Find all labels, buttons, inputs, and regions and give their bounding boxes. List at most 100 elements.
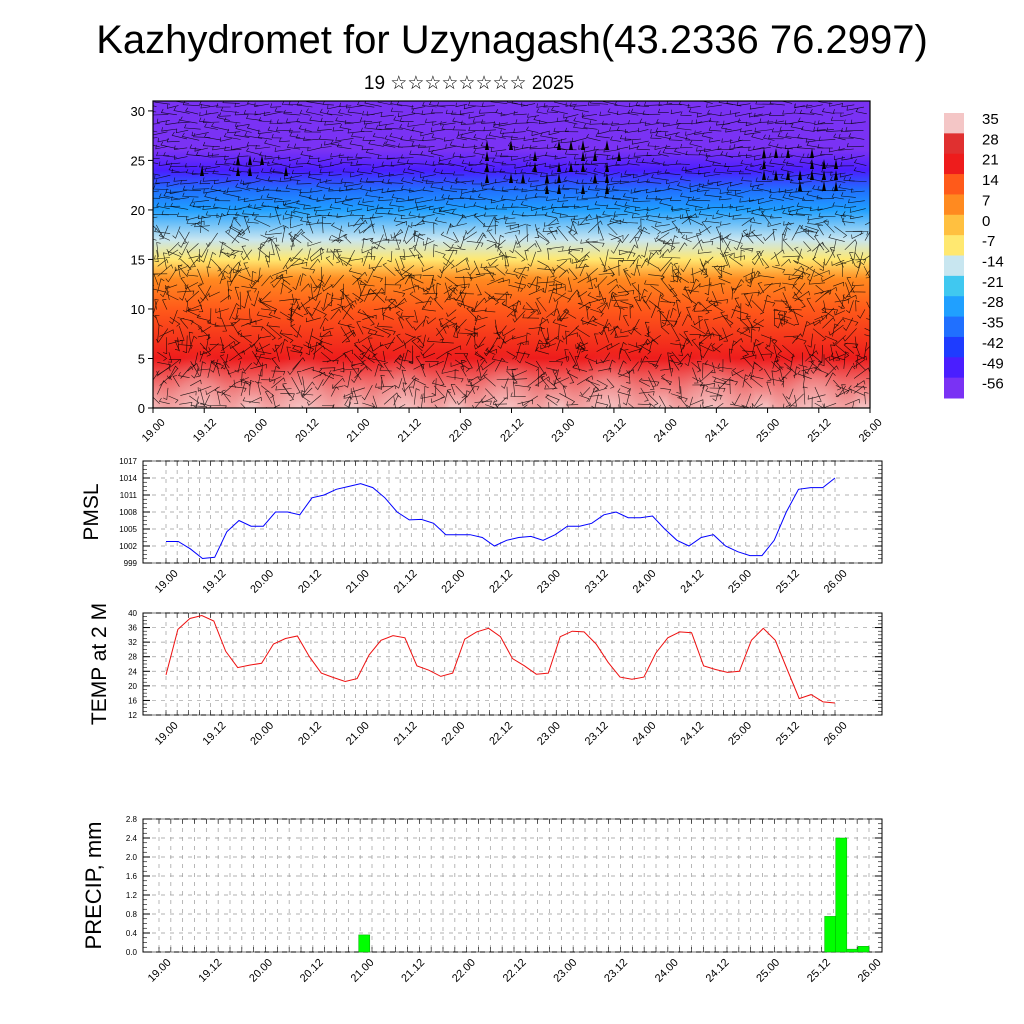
wind-barb: [292, 274, 301, 291]
wind-barb: [322, 359, 339, 365]
wind-barb: [788, 210, 806, 216]
wind-barb: [216, 103, 231, 108]
wind-barb: [221, 317, 228, 332]
wind-barb: [689, 183, 703, 188]
wind-barb: [802, 153, 813, 159]
wind-barb: [713, 314, 728, 320]
wind-barb: [161, 210, 178, 215]
wind-barb: [194, 147, 209, 152]
wind-barb: [327, 104, 342, 110]
wind-barb: [426, 276, 434, 291]
wind-barb: [817, 185, 836, 192]
wind-barb: [524, 250, 529, 261]
wind-pennant: [822, 159, 826, 169]
wind-barb: [347, 156, 363, 161]
wind-barb: [586, 205, 601, 210]
wind-barb: [372, 275, 383, 283]
wind-barb: [738, 151, 752, 156]
wind-barb: [290, 223, 304, 229]
wind-barb: [801, 126, 815, 132]
wind-barb: [866, 301, 870, 317]
wind-barb: [298, 191, 312, 199]
wind-barb: [336, 249, 344, 266]
wind-barb: [668, 359, 673, 377]
wind-barb: [258, 117, 273, 123]
wind-barb: [154, 249, 159, 263]
wind-barb: [330, 386, 340, 397]
wind-barb: [813, 270, 830, 277]
wind-barb: [743, 378, 753, 389]
wind-barb: [699, 225, 712, 234]
wind-barb: [548, 402, 550, 408]
wind-barb: [257, 133, 272, 140]
x-tick-label: 23.00: [551, 957, 579, 985]
wind-barb: [648, 274, 665, 281]
wind-barb: [676, 119, 693, 124]
wind-barb: [156, 366, 171, 377]
wind-barb: [769, 152, 784, 158]
wind-barb: [381, 188, 396, 194]
wind-barb: [785, 388, 794, 400]
wind-barb: [741, 291, 760, 297]
wind-barb: [422, 136, 437, 141]
wind-barb: [530, 182, 549, 188]
wind-barb: [610, 235, 624, 241]
wind-barb: [806, 174, 823, 182]
wind-barb: [771, 128, 783, 133]
wind-barb: [402, 168, 415, 175]
wind-barb: [679, 333, 691, 345]
wind-barb: [468, 161, 485, 166]
wind-barb: [654, 232, 670, 243]
wind-barb: [814, 314, 827, 321]
wind-barb: [660, 301, 676, 307]
wind-barb: [309, 275, 318, 289]
wind-barb: [247, 218, 259, 224]
wind-barb: [235, 211, 249, 217]
wind-barb: [845, 126, 864, 132]
wind-barb: [580, 239, 598, 244]
wind-barb: [610, 240, 621, 254]
wind-barb: [447, 194, 465, 200]
wind-barb: [396, 197, 414, 203]
x-tick-label: 19.00: [153, 720, 181, 748]
wind-barb: [833, 379, 842, 391]
wind-barb: [531, 130, 550, 136]
wind-barb: [203, 189, 222, 194]
wind-barb: [197, 268, 204, 285]
wind-barb: [759, 165, 773, 173]
wind-barb: [699, 404, 714, 408]
wind-barb: [474, 316, 488, 321]
wind-barb: [719, 333, 734, 341]
wind-barb: [339, 102, 352, 107]
x-tick-label: 22.12: [501, 957, 529, 985]
wind-barb: [832, 335, 846, 347]
wind-barb: [474, 324, 486, 331]
wind-barb: [608, 233, 622, 243]
wind-barb: [362, 314, 377, 320]
wind-barb: [154, 101, 171, 105]
wind-barb: [339, 123, 352, 130]
wind-barb: [235, 124, 252, 133]
wind-barb: [704, 277, 711, 296]
wind-barb: [179, 116, 198, 124]
wind-barb: [446, 376, 464, 383]
wind-barb: [169, 309, 178, 325]
wind-barb: [394, 297, 407, 309]
wind-barb: [780, 165, 794, 173]
wind-barb: [685, 150, 700, 156]
wind-barb: [627, 244, 638, 260]
wind-barb: [804, 344, 813, 362]
wind-barb: [414, 219, 425, 227]
wind-pennant: [774, 170, 778, 180]
wind-barb: [761, 258, 770, 269]
wind-barb: [696, 113, 712, 118]
wind-barb: [383, 362, 394, 379]
series-line: [166, 477, 836, 560]
wind-barb: [521, 395, 539, 407]
wind-barb: [449, 141, 464, 148]
colorbar-label: -42: [982, 335, 1004, 352]
wind-barb: [657, 150, 669, 157]
panel-grid: [143, 818, 882, 953]
wind-barb: [544, 162, 558, 168]
